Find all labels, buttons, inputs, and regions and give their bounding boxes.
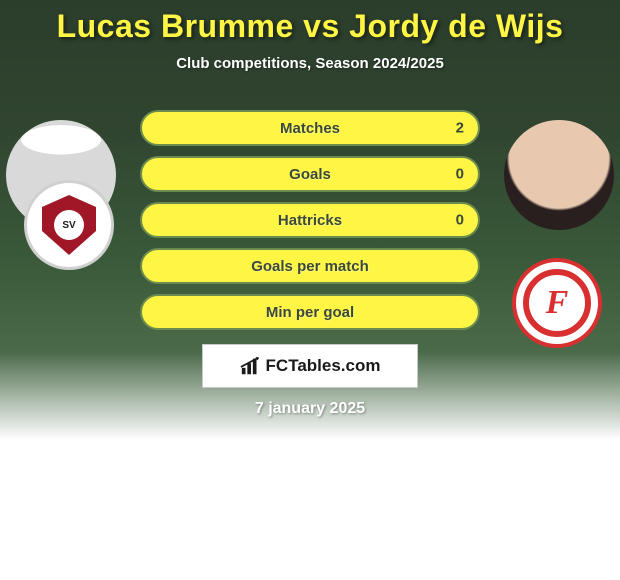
stat-label: Min per goal	[266, 304, 354, 321]
stat-label: Matches	[280, 120, 340, 137]
bars-icon	[240, 356, 262, 376]
stat-right-value: 0	[456, 212, 464, 229]
comparison-subtitle: Club competitions, Season 2024/2025	[0, 55, 620, 72]
stat-row: Matches 2	[140, 110, 480, 146]
stat-right-value: 0	[456, 166, 464, 183]
brand-badge: FCTables.com	[202, 344, 418, 388]
stat-label: Goals per match	[251, 258, 369, 275]
stat-label: Goals	[289, 166, 331, 183]
stat-label: Hattricks	[278, 212, 342, 229]
stat-row: Goals per match	[140, 248, 480, 284]
stat-row: Min per goal	[140, 294, 480, 330]
brand-text: FCTables.com	[266, 356, 381, 376]
stats-list: Matches 2 Goals 0 Hattricks 0 Goals per …	[0, 110, 620, 330]
infographic-root: Lucas Brumme vs Jordy de Wijs Club compe…	[0, 0, 620, 418]
stat-row: Goals 0	[140, 156, 480, 192]
comparison-title: Lucas Brumme vs Jordy de Wijs	[0, 8, 620, 45]
stat-right-value: 2	[456, 120, 464, 137]
stat-row: Hattricks 0	[140, 202, 480, 238]
infographic-date: 7 january 2025	[0, 400, 620, 418]
